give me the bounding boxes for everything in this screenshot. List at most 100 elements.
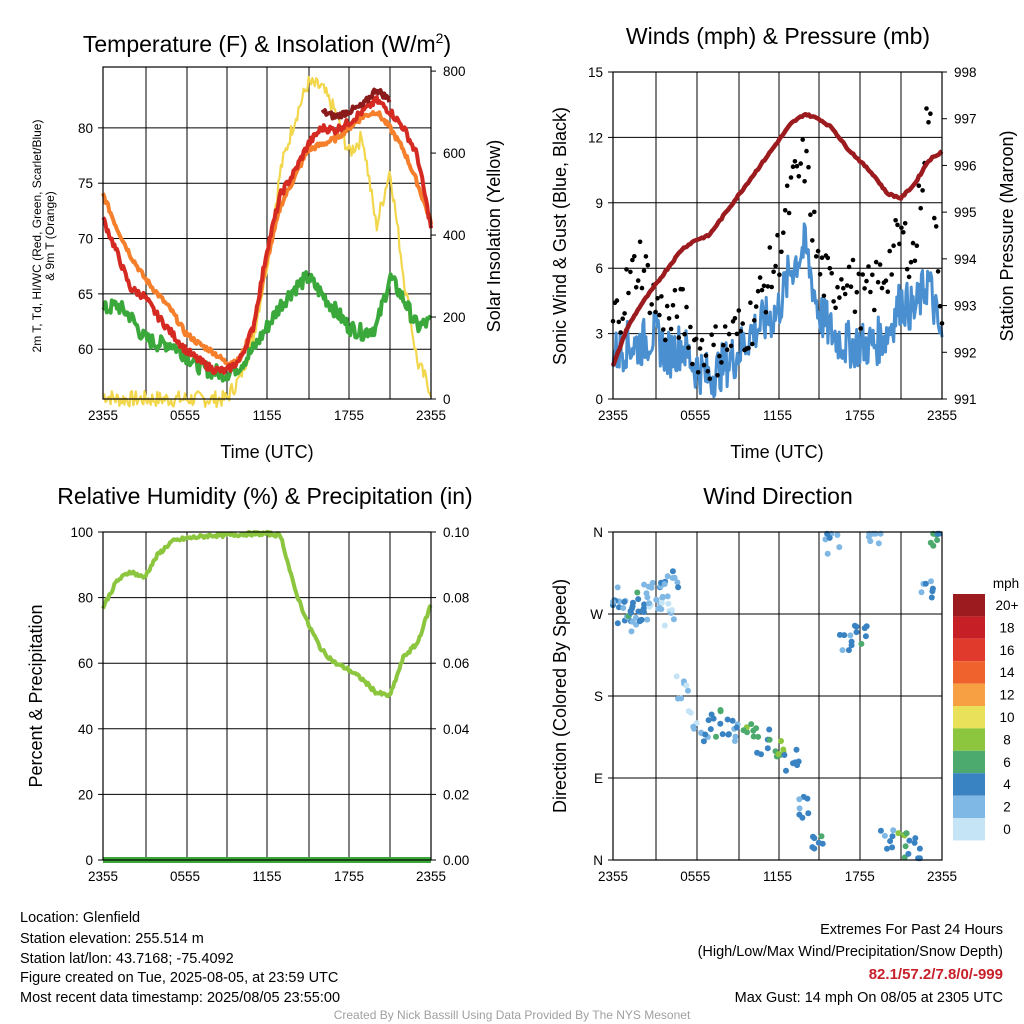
rh-y2tick-5: 0.10 (443, 525, 469, 540)
gust-point (633, 285, 639, 290)
temp-y2tick-3: 600 (443, 146, 466, 161)
dir-point (783, 767, 789, 774)
rh-y2tick-4: 0.08 (443, 591, 469, 606)
gust-point (794, 163, 800, 169)
legend-swatch-4 (953, 683, 985, 706)
gust-point (722, 324, 728, 329)
gust-point (688, 324, 693, 330)
gust-point (790, 164, 796, 169)
dir-point (717, 708, 724, 715)
dir-point (889, 833, 896, 840)
legend-swatch-3 (953, 661, 985, 684)
gust-point (715, 373, 720, 378)
gust-point (676, 335, 682, 340)
rh-ytick-0: 0 (85, 853, 93, 868)
dir-point (669, 568, 676, 575)
gust-point (672, 288, 678, 293)
dir-point (637, 617, 644, 624)
dir-point (708, 711, 715, 718)
gust-point (810, 238, 815, 243)
dir-point (639, 607, 646, 614)
dir-ylabel: Direction (Colored By Speed) (550, 579, 570, 813)
dir-point (675, 695, 681, 702)
legend-swatch-6 (953, 728, 985, 751)
gust-point (792, 159, 798, 164)
gust-point (724, 347, 730, 353)
dir-point (766, 736, 773, 743)
rh-ylabel: Percent & Precipitation (26, 604, 46, 787)
gust-point (808, 212, 813, 217)
dir-point (754, 749, 761, 756)
dir-point (659, 595, 666, 601)
gust-point (748, 300, 753, 306)
temp-ylabel-line2: & 9m T (Orange) (43, 191, 57, 281)
gust-point (835, 284, 840, 290)
dir-point (748, 721, 755, 728)
gust-point (771, 269, 776, 275)
gust-point (630, 257, 635, 263)
gust-point (833, 305, 838, 311)
gust-point (935, 269, 941, 274)
gust-point (703, 353, 709, 358)
dir-point (671, 574, 678, 581)
wind-y2tick-7: 998 (954, 65, 977, 80)
gust-point (661, 327, 666, 332)
extremes-info: Extremes For Past 24 Hours (High/Low/Max… (698, 922, 1003, 1006)
dir-point (691, 725, 697, 732)
dir-xtick-3: 1755 (845, 869, 875, 884)
temp-y2label: Solar Insolation (Yellow) (484, 140, 504, 332)
dir-point (867, 538, 874, 545)
gust-point (870, 272, 875, 278)
temp-ytick-3: 75 (78, 176, 93, 191)
gust-point (645, 262, 651, 268)
gust-point (705, 369, 711, 374)
dir-ytick-1: E (594, 771, 603, 786)
dir-xtick-2: 1155 (763, 869, 792, 884)
gust-point (761, 283, 767, 289)
dir-point (922, 580, 929, 587)
gust-point (690, 361, 695, 367)
gust-point (781, 230, 786, 235)
gust-point (902, 221, 908, 226)
gust-point (664, 303, 670, 309)
gust-point (782, 208, 788, 213)
gust-point (868, 289, 873, 295)
dir-point (724, 716, 731, 723)
gust-point (618, 330, 623, 335)
gust-point (628, 269, 633, 275)
gust-point (788, 175, 794, 180)
gust-point (767, 245, 773, 250)
dir-point (658, 606, 665, 613)
dir-point (780, 746, 787, 753)
dir-point (658, 599, 665, 606)
gust-point (887, 248, 892, 254)
gust-point (765, 284, 771, 289)
dir-point (614, 620, 621, 627)
gust-point (839, 277, 844, 282)
gust-point (775, 232, 780, 238)
gust-point (821, 293, 827, 299)
data-timestamp: Most recent data timestamp: 2025/08/05 2… (20, 990, 340, 1006)
gust-point (910, 240, 916, 246)
dir-point (929, 588, 936, 595)
gust-point (916, 183, 922, 188)
gust-point (912, 258, 918, 264)
dir-point (665, 600, 672, 607)
gust-point (885, 289, 891, 295)
dir-point (819, 840, 826, 847)
dir-point (641, 601, 648, 608)
gust-point (668, 326, 674, 332)
gust-point (637, 239, 643, 245)
speed-color-legend: mph 20+ 18 16 14 12 10 8 6 4 2 0 (953, 576, 1019, 841)
humidity-precip-chart: 2355 0555 1155 1755 23550204060801000.000.02… (70, 525, 469, 884)
gust-point (825, 255, 831, 261)
dir-point (644, 594, 651, 601)
gust-point (709, 332, 714, 338)
dir-point (731, 738, 738, 744)
dir-point (911, 839, 918, 846)
rh-y2tick-1: 0.02 (443, 787, 469, 802)
station-location: Location: Glenfield (20, 910, 140, 926)
gust-point (699, 337, 705, 343)
credit-line: Created By Nick Bassill Using Data Provi… (334, 1008, 691, 1022)
